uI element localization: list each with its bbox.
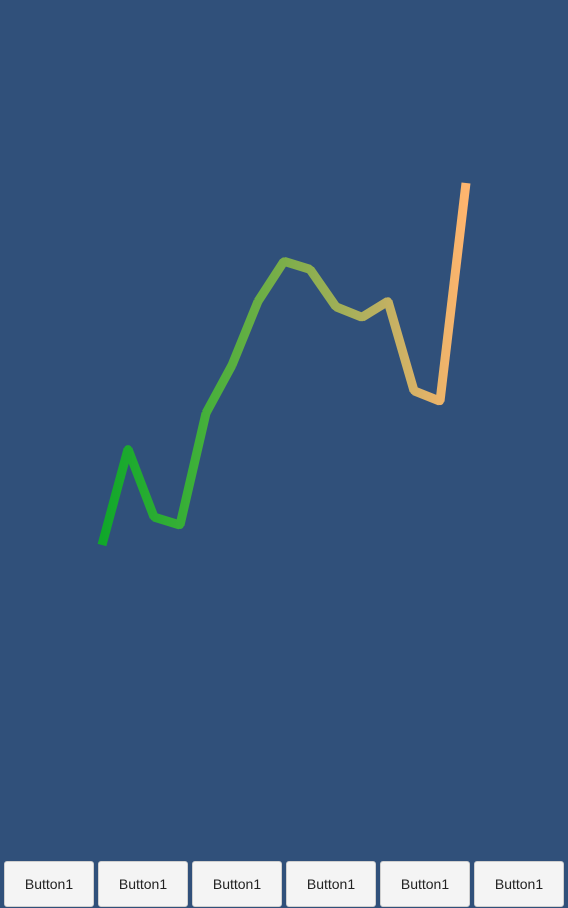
line-segment: [227, 299, 263, 367]
button-5[interactable]: Button1: [380, 861, 470, 907]
line-vertex: [176, 521, 184, 530]
line-segment: [383, 300, 419, 393]
line-vertex: [150, 513, 158, 522]
line-vertex: [280, 257, 288, 266]
button-6[interactable]: Button1: [474, 861, 564, 907]
button-3[interactable]: Button1: [192, 861, 282, 907]
line-segment: [306, 266, 340, 310]
line-vertex: [254, 297, 262, 306]
line-vertex: [228, 361, 236, 370]
line-segment: [254, 258, 288, 304]
line-segment: [412, 386, 442, 406]
button-2[interactable]: Button1: [98, 861, 188, 907]
line-vertex: [306, 265, 314, 274]
line-vertex: [124, 445, 132, 454]
bottom-button-bar: Button1 Button1 Button1 Button1 Button1 …: [0, 860, 568, 908]
line-segment: [334, 302, 364, 322]
line-vertex: [410, 386, 418, 395]
button-1[interactable]: Button1: [4, 861, 94, 907]
line-segment: [175, 412, 211, 527]
line-segment: [282, 257, 312, 274]
line-segment: [202, 363, 236, 416]
line-segments: [97, 182, 471, 547]
line-segment: [97, 447, 133, 547]
line-vertex: [436, 397, 444, 406]
line-vertex: [384, 297, 392, 306]
line-segment: [152, 512, 182, 530]
button-4[interactable]: Button1: [286, 861, 376, 907]
line-vertex: [332, 302, 340, 311]
line-vertex: [202, 409, 210, 418]
line-vertex: [358, 313, 366, 322]
line-segment: [435, 182, 471, 402]
line-segment: [123, 447, 159, 519]
line-segment: [359, 297, 391, 322]
